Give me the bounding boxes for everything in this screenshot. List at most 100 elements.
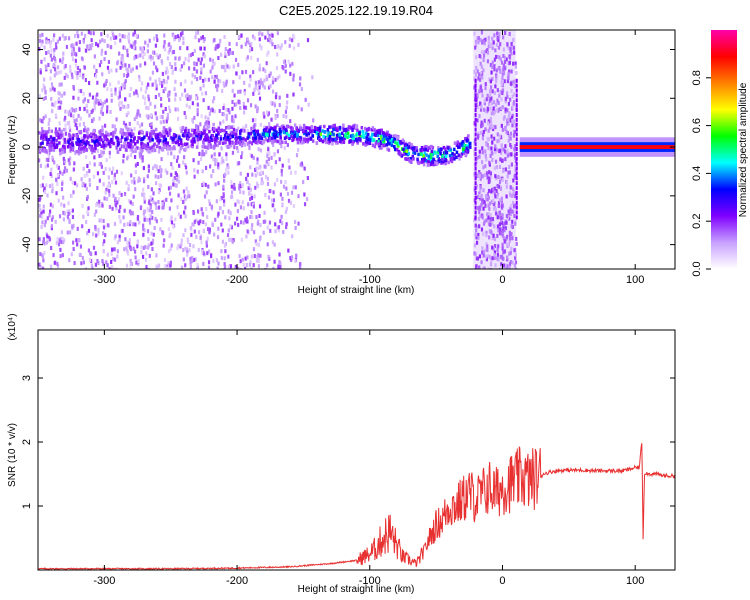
heatmap-cell [349,126,353,130]
heatmap-cell [50,48,53,53]
heatmap-cell [479,188,482,193]
heatmap-cell [144,89,147,94]
heatmap-cell [495,68,498,73]
heatmap-cell [214,46,217,51]
heatmap-cell [54,100,57,105]
heatmap-cell [142,223,145,228]
heatmap-cell [490,230,493,235]
heatmap-cell [481,215,484,220]
heatmap-cell [60,187,64,192]
heatmap-cell [487,212,490,217]
heatmap-cell [231,150,235,155]
heatmap-cell [305,126,308,130]
heatmap-cell [154,111,157,116]
heatmap-cell [196,102,199,107]
heatmap-cell [199,75,202,80]
heatmap-cell [79,129,83,134]
heatmap-cell [384,136,388,141]
heatmap-cell [360,125,364,130]
heatmap-cell [57,99,60,104]
heatmap-cell [152,200,155,205]
heatmap-cell [279,261,282,266]
heatmap-cell [222,136,226,141]
heatmap-cell [479,85,482,90]
heatmap-cell [290,190,294,195]
heatmap-cell [45,135,48,140]
heatmap-cell [508,238,511,243]
heatmap-cell [206,251,209,256]
heatmap-cell [489,62,492,67]
heatmap-cell [282,60,286,65]
heatmap-cell [244,42,247,47]
heatmap-cell [295,153,299,158]
x-tick-label: 0 [499,575,505,587]
heatmap-cell [288,136,291,141]
heatmap-cell [355,133,358,137]
heatmap-cell [500,215,503,220]
heatmap-cell [500,204,503,209]
heatmap-cell [500,135,503,140]
heatmap-cell [207,116,210,121]
heatmap-cell [208,229,211,234]
heatmap-cell [181,127,184,131]
heatmap-cell [257,147,260,152]
heatmap-cell [396,136,399,140]
heatmap-cell [266,133,269,137]
heatmap-cell [132,139,135,144]
heatmap-cell [263,85,266,90]
heatmap-cell [75,41,78,46]
heatmap-cell [94,143,97,147]
heatmap-cell [39,33,42,38]
heatmap-cell [482,188,485,193]
heatmap-cell [87,141,90,145]
heatmap-cell [43,223,46,228]
heatmap-cell [40,42,43,47]
heatmap-cell [220,128,224,133]
heatmap-cell [380,145,384,149]
heatmap-cell [129,267,132,269]
heatmap-cell [216,87,219,92]
heatmap-cell [157,190,161,195]
heatmap-cell [405,149,409,153]
heatmap-cell [126,144,129,148]
heatmap-cell [130,173,133,178]
heatmap-cell [239,171,242,176]
heatmap-cell [186,237,189,242]
heatmap-cell [500,231,503,236]
heatmap-cell [229,50,232,55]
heatmap-cell [226,64,229,69]
heatmap-cell [182,41,185,46]
heatmap-cell [281,163,284,168]
heatmap-cell [219,135,223,140]
heatmap-cell [515,186,518,191]
heatmap-cell [284,109,288,114]
heatmap-cell [97,227,100,232]
heatmap-cell [176,155,180,160]
heatmap-cell [362,142,365,146]
heatmap-cell [510,224,513,229]
heatmap-cell [199,136,202,141]
heatmap-cell [95,209,98,214]
heatmap-cell [94,227,97,232]
heatmap-cell [258,237,262,242]
heatmap-cell [57,70,60,75]
heatmap-cell [269,228,272,233]
heatmap-cell [401,138,405,143]
heatmap-cell [102,249,105,254]
heatmap-cell [150,129,153,134]
heatmap-cell [91,118,94,123]
heatmap-cell [232,119,235,124]
heatmap-cell [494,84,497,89]
heatmap-cell [254,104,257,109]
heatmap-cell [177,243,180,248]
heatmap-cell [94,262,98,267]
heatmap-cell [399,152,402,157]
snr-y-ticks: 123 [21,375,675,509]
heatmap-cell [77,113,80,118]
heatmap-cell [161,202,164,207]
heatmap-cell [172,132,176,137]
heatmap-cell [211,65,214,70]
heatmap-cell [123,145,126,149]
heatmap-cell [72,147,75,152]
heatmap-cell [141,192,144,197]
